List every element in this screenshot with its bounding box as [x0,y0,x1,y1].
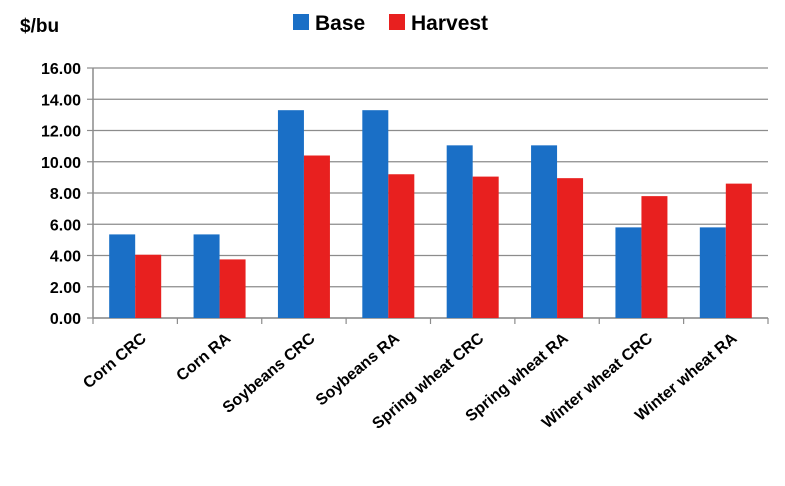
y-tick-labels: 0.00 2.00 4.00 6.00 8.00 10.00 12.00 14.00 16.00 [41,61,81,328]
bar-base-corn-crc [109,234,136,318]
bar-harvest-soybeans-ra [388,174,415,318]
bar-base-spring-wheat-crc [446,145,473,318]
x-tick-label: Corn RA [173,330,234,385]
bar-harvest-soybeans-crc [303,155,330,318]
bar-base-corn-ra [193,234,220,318]
y-axis-unit-label: $/bu [20,16,59,37]
bar-base-winter-wheat-ra [699,227,726,318]
y-tick-label: 2.00 [50,280,81,297]
legend-swatch-harvest [389,14,405,30]
x-tick-label: Soybeans RA [313,330,403,410]
bar-harvest-winter-wheat-crc [641,196,668,318]
y-tick-label: 6.00 [50,217,81,234]
bar-harvest-corn-ra [219,259,246,318]
bar-base-soybeans-crc [277,110,304,318]
bar-base-winter-wheat-crc [615,227,642,318]
y-tick-label: 4.00 [50,249,81,266]
bar-harvest-spring-wheat-crc [472,176,499,318]
y-tick-label: 16.00 [41,61,81,78]
y-tick-label: 8.00 [50,186,81,203]
y-tick-label: 14.00 [41,92,81,109]
bar-harvest-corn-crc [135,254,162,318]
legend-swatch-base [293,14,309,30]
legend-label-harvest: Harvest [411,12,488,35]
y-tick-label: 0.00 [50,311,81,328]
y-tick-label: 12.00 [41,124,81,141]
y-tick-label: 10.00 [41,155,81,172]
bar-base-soybeans-ra [362,110,389,318]
legend: Base Harvest [293,12,488,35]
bar-harvest-spring-wheat-ra [557,178,584,318]
x-tick-label: Corn CRC [80,330,150,392]
bars [109,110,752,318]
legend-label-base: Base [315,12,365,35]
bar-harvest-winter-wheat-ra [725,183,752,318]
x-tick-label: Soybeans CRC [220,330,319,417]
bar-base-spring-wheat-ra [531,145,558,318]
